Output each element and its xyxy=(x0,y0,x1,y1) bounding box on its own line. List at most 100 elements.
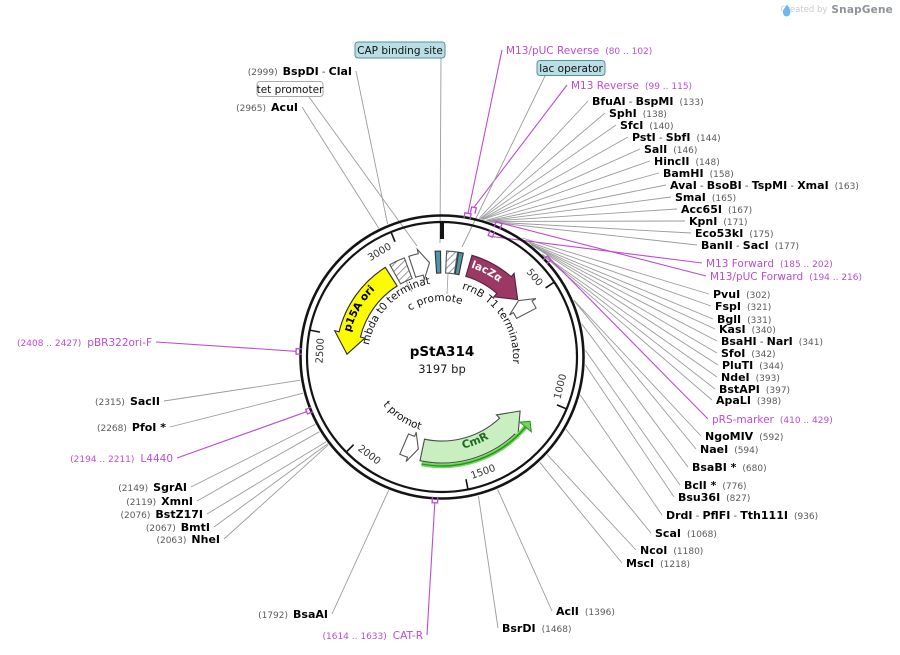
tick-mark xyxy=(390,231,396,243)
enzyme-leader-line xyxy=(301,106,380,229)
enzyme-label-part: (1218) xyxy=(660,560,690,570)
enzyme-label: KpnI (171) xyxy=(689,215,748,228)
primer-label: pRS-marker (410 .. 429) xyxy=(712,414,833,426)
enzyme-leader-line xyxy=(483,160,651,220)
enzyme-leader-line xyxy=(530,243,716,330)
enzyme-label: Eco53kI (175) xyxy=(695,227,774,240)
enzyme-label-part: (302) xyxy=(746,291,770,301)
enzyme-label-part: NaeI xyxy=(700,443,728,456)
enzyme-label-part: (592) xyxy=(759,433,783,443)
enzyme-label-part: (1068) xyxy=(687,530,717,540)
enzyme-label-part: (133) xyxy=(679,98,703,108)
primer-bracket xyxy=(493,220,503,230)
primer-label: (2408 .. 2427) pBR322ori-F xyxy=(17,337,152,349)
enzyme-label-part: (1792) xyxy=(258,611,288,621)
enzyme-label: AvaI - BsoBI - TspMI - XmaI (163) xyxy=(670,179,859,192)
enzyme-leader-line xyxy=(573,299,702,437)
enzyme-leader-line xyxy=(522,237,710,295)
enzyme-leader-line xyxy=(481,136,629,220)
enzyme-leader-line xyxy=(163,379,301,402)
enzyme-label-part: (344) xyxy=(759,362,783,372)
plasmid-name: pStA314 xyxy=(410,344,474,360)
enzyme-label-part: (936) xyxy=(794,512,818,522)
enzyme-leader-line xyxy=(539,461,623,564)
watermark-created-by: Created by xyxy=(780,5,828,15)
enzyme-label-part: SfoI xyxy=(721,347,745,360)
enzyme-label: ApaLI (398) xyxy=(716,394,781,407)
enzyme-label-part: (2999) xyxy=(248,68,278,78)
plasmid-size: 3197 bp xyxy=(418,362,466,376)
enzyme-label-part: BsrDI xyxy=(502,622,536,635)
enzyme-label-part: BfuAI xyxy=(592,95,626,108)
enzyme-label-part: (2119) xyxy=(126,498,156,508)
enzyme-leader-line xyxy=(490,221,692,234)
enzyme-label-part: (167) xyxy=(728,206,752,216)
enzyme-label: (2315) SacII xyxy=(95,395,160,408)
enzyme-label-part: (2149) xyxy=(118,484,148,494)
enzyme-label-part: SacI xyxy=(743,239,769,252)
tick-label: 2500 xyxy=(315,338,327,364)
enzyme-label-part: TspMI xyxy=(752,179,788,192)
enzyme-label: PvuI (302) xyxy=(713,288,770,301)
enzyme-label: (2965) AcuI xyxy=(236,101,298,114)
enzyme-leader-line xyxy=(579,394,663,516)
enzyme-label-part: (2268) xyxy=(97,424,127,434)
enzyme-label-part: PfoI * xyxy=(132,421,166,434)
enzyme-label-part: - xyxy=(626,97,636,108)
cmr-translation-arrow-core xyxy=(421,425,527,467)
enzyme-label: PstI - SbfI (144) xyxy=(632,131,721,144)
primer-leader-line xyxy=(473,84,568,208)
enzyme-label-part: - xyxy=(742,181,752,192)
enzyme-label: NdeI (393) xyxy=(721,371,780,384)
primer-label-part: pBR322ori-F xyxy=(87,337,152,349)
enzyme-label-part: (2067) xyxy=(146,524,176,534)
primer-leader-line xyxy=(548,257,709,420)
primer-label-part: (1614 .. 1633) xyxy=(322,632,386,642)
enzyme-label: PluTI (344) xyxy=(722,359,783,372)
enzyme-label-part: - xyxy=(319,67,329,78)
primer-label-part: (99 .. 115) xyxy=(645,82,692,92)
feature-label-cat-promoter: cat promoter xyxy=(0,0,423,433)
enzyme-label: (2067) BmtI xyxy=(146,521,210,534)
enzyme-leader-line xyxy=(169,392,304,428)
enzyme-leader-line xyxy=(542,254,716,390)
tick-mark xyxy=(545,281,556,289)
enzyme-label-part: (342) xyxy=(751,350,775,360)
enzyme-label: BamHI (158) xyxy=(663,167,734,180)
enzyme-label-part: BamHI xyxy=(663,167,704,180)
primer-label: M13/pUC Forward (194 .. 216) xyxy=(710,271,862,283)
enzyme-leader-line xyxy=(489,220,686,222)
enzyme-leader-line xyxy=(488,208,678,222)
enzyme-leader-line xyxy=(581,323,689,468)
primer-bracket xyxy=(431,496,439,504)
enzyme-label-part: PflFI xyxy=(703,509,731,522)
enzyme-label-part: MscI xyxy=(626,557,654,570)
enzyme-label-part: (340) xyxy=(752,326,776,336)
enzyme-label: (2119) XmnI xyxy=(126,495,193,508)
feature-label-box-lac-operator xyxy=(536,60,606,76)
enzyme-label-part: (1468) xyxy=(542,625,572,635)
primer-leader-line xyxy=(490,235,703,264)
enzyme-label-part: (165) xyxy=(712,194,736,204)
tick-mark xyxy=(465,479,469,491)
primer-label-part: pRS-marker xyxy=(712,414,775,426)
enzyme-label-part: SgrAI xyxy=(153,481,187,494)
enzyme-label-part: SfcI xyxy=(620,119,643,132)
enzyme-leader-line xyxy=(480,124,617,220)
enzyme-label-part: PstI xyxy=(632,131,656,144)
enzyme-label-part: (397) xyxy=(766,386,790,396)
enzyme-label: BstAPI (397) xyxy=(719,383,790,396)
enzyme-label-part: BanII xyxy=(701,239,733,252)
feature-connector-line xyxy=(446,273,449,295)
primer-bracket xyxy=(487,229,496,238)
enzyme-label-part: (776) xyxy=(722,482,746,492)
enzyme-label: SfcI (140) xyxy=(620,119,674,132)
enzyme-label-part: - xyxy=(693,511,703,522)
enzyme-label-part: (158) xyxy=(710,170,734,180)
feature-p15a-ori xyxy=(333,266,398,356)
enzyme-label: BglI (331) xyxy=(717,313,771,326)
primer-label-part: M13 Reverse xyxy=(571,80,639,92)
enzyme-label-part: (175) xyxy=(749,230,773,240)
enzyme-label-part: (171) xyxy=(723,218,747,228)
